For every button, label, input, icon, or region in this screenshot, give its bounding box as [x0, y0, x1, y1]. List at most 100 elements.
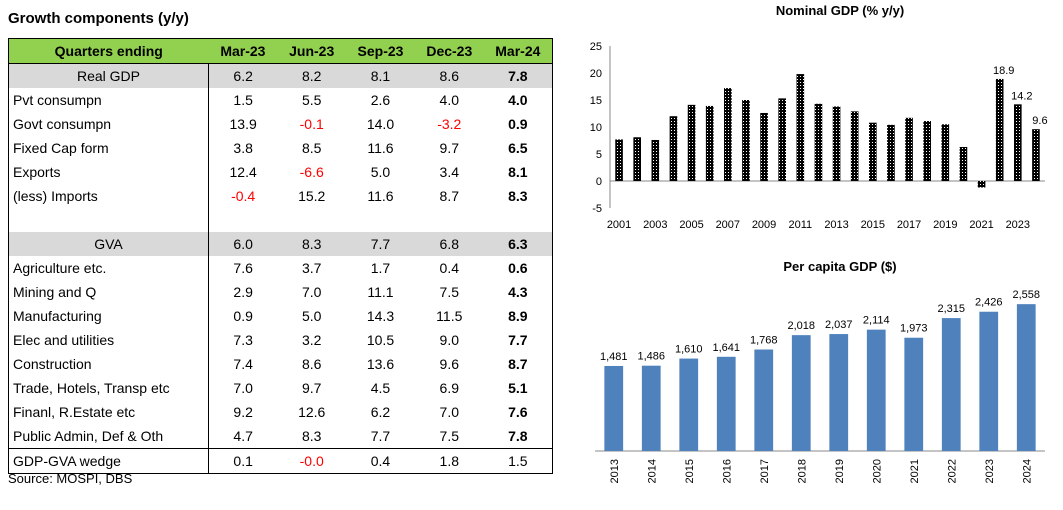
bar-2022: [941, 318, 961, 451]
bar-2003: [651, 139, 660, 181]
table-cell: 6.2: [208, 63, 278, 88]
table-header-dec-23: Dec-23: [414, 38, 484, 64]
table-cell: 8.1: [483, 160, 553, 184]
table-cell: 15.2: [298, 188, 326, 204]
table-row: Agriculture etc. 7.6 3.7 1.7 0.4 0.6: [8, 256, 553, 280]
table-header-mar-23: Mar-23: [208, 38, 278, 64]
table-cell: 7.5: [439, 284, 460, 300]
table-row: Govt consumpn 13.9 -0.1 14.0 -3.2 0.9: [8, 112, 553, 136]
table-cell: -0.1: [299, 116, 324, 132]
bar-2022: [995, 78, 1004, 181]
table-cell: 5.0: [370, 164, 391, 180]
bar-2010: [778, 98, 786, 181]
table-cell: [346, 208, 415, 232]
table-cell: 7.7: [483, 328, 553, 352]
table-cell: 1.7: [370, 260, 391, 276]
table-cell: 6.3: [483, 232, 553, 256]
table-cell: 12.4: [229, 164, 257, 180]
bar-2018: [791, 335, 811, 451]
row-label: Construction: [8, 352, 209, 376]
row-label: Mining and Q: [8, 280, 209, 304]
growth-components-table: Quarters ending Mar-23 Jun-23 Sep-23 Dec-23 M…: [8, 38, 553, 474]
table-cell: 9.6: [439, 356, 460, 372]
nominal-gdp-chart-title: Nominal GDP (% y/y): [775, 3, 905, 18]
table-cell: 7.7: [346, 424, 415, 449]
table-cell: 2.6: [370, 92, 391, 108]
bar-2013: [604, 365, 624, 451]
table-cell: 8.1: [346, 63, 415, 88]
x-tick-label: 2015: [684, 459, 696, 483]
bar-2021: [977, 181, 986, 188]
data-label-2021: 1,973: [900, 323, 928, 335]
table-header-sep-23: Sep-23: [346, 38, 415, 64]
table-row: Construction 7.4 8.6 13.6 9.6 8.7: [8, 352, 553, 376]
y-tick-label: 25: [590, 41, 602, 53]
table-cell: 4.5: [370, 380, 391, 396]
table-cell: 6.8: [414, 232, 484, 256]
table-cell: 3.4: [439, 164, 460, 180]
table-cell: 6.0: [208, 232, 278, 256]
table-row: Finanl, R.Estate etc 9.2 12.6 6.2 7.0 7.6: [8, 400, 553, 424]
table-cell: 8.3: [483, 184, 553, 208]
bar-2017: [905, 117, 913, 181]
table-row: GVA 6.0 8.3 7.7 6.8 6.3: [8, 232, 553, 256]
bar-2021: [904, 337, 924, 451]
table-cell: 11.5: [436, 308, 463, 324]
bar-2001: [615, 139, 623, 181]
x-tick-label: 2024: [1021, 459, 1033, 483]
data-label-2022: 18.9: [993, 65, 1014, 77]
data-label-2024: 9.6: [1032, 115, 1047, 127]
bar-2016: [887, 124, 895, 181]
bar-2011: [796, 74, 805, 181]
y-tick-label: 0: [596, 176, 602, 188]
table-cell: 8.6: [414, 63, 484, 88]
source-note: Source: MOSPI, DBS: [8, 471, 133, 486]
x-tick-label: 2017: [897, 219, 921, 231]
table-header-row: Quarters ending Mar-23 Jun-23 Sep-23 Dec-23 M…: [8, 38, 553, 64]
table-header-jun-23: Jun-23: [277, 38, 347, 64]
bar-2023: [979, 311, 999, 451]
table-cell: 4.7: [208, 424, 278, 449]
table-cell: 12.6: [298, 404, 326, 420]
row-label: (less) Imports: [8, 184, 209, 208]
table-row: Elec and utilities 7.3 3.2 10.5 9.0 7.7: [8, 328, 553, 352]
table-row: Real GDP 6.2 8.2 8.1 8.6 7.8: [8, 63, 553, 88]
table-header-label: Quarters ending: [8, 38, 209, 64]
table-row: [8, 208, 553, 232]
table-cell: 6.5: [483, 136, 553, 160]
table-cell: 0.4: [439, 260, 460, 276]
table-cell: 1.5: [483, 448, 553, 474]
table-cell: 4.3: [483, 280, 553, 304]
table-cell: 7.8: [483, 424, 553, 449]
table-cell: 1.8: [414, 448, 484, 474]
table-cell: 3.7: [301, 260, 322, 276]
table-cell: 11.6: [367, 140, 394, 156]
bar-2005: [687, 104, 696, 181]
table-cell: 0.4: [346, 448, 415, 474]
row-label: Govt consumpn: [8, 112, 209, 136]
data-label-2015: 1,610: [675, 344, 703, 356]
table-cell: 5.1: [483, 376, 553, 400]
bar-2015: [679, 358, 699, 451]
y-tick-label: 15: [590, 95, 602, 107]
table-cell: 5.0: [301, 308, 322, 324]
x-tick-label: 2013: [609, 459, 621, 483]
table-cell: 7.0: [439, 404, 460, 420]
table-cell: 14.0: [366, 116, 395, 132]
table-row: Fixed Cap form 3.8 8.5 11.6 9.7 6.5: [8, 136, 553, 160]
table-cell: 0.1: [208, 448, 278, 474]
table-cell: 8.3: [277, 424, 347, 449]
table-cell: 6.9: [439, 380, 460, 396]
row-label: Agriculture etc.: [8, 256, 209, 280]
table-cell: -0.4: [231, 188, 256, 204]
bar-2016: [716, 356, 736, 451]
bar-2007: [724, 88, 732, 181]
data-label-2013: 1,481: [600, 351, 628, 363]
bar-2014: [641, 365, 661, 451]
y-tick-label: 5: [596, 149, 602, 161]
table-cell: [209, 208, 278, 232]
data-label-2019: 2,037: [825, 319, 853, 331]
bar-2015: [869, 122, 877, 181]
row-label: Finanl, R.Estate etc: [8, 400, 209, 424]
y-tick-label: -5: [592, 203, 602, 215]
